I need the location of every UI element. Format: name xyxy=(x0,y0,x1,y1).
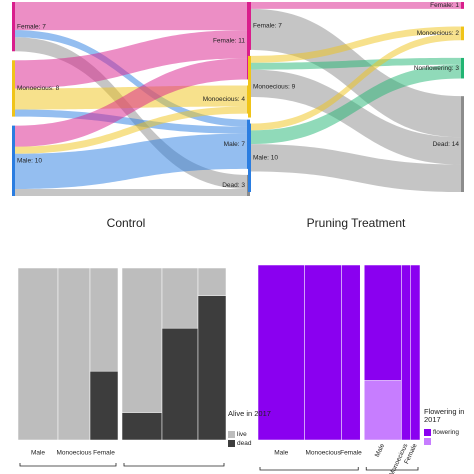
mosaic-cell xyxy=(197,267,227,296)
node-label: Monoecious: 4 xyxy=(203,96,246,103)
legend-title: Flowering in 2017 xyxy=(424,407,465,424)
legend-label: dead xyxy=(237,440,252,447)
node xyxy=(12,2,15,52)
category-label: Monoecious xyxy=(306,450,342,457)
mosaic-cell xyxy=(89,370,119,441)
legend-title: Alive in 2017 xyxy=(228,409,271,418)
mosaic-cell xyxy=(121,412,163,441)
node xyxy=(461,96,464,192)
mosaic-cell xyxy=(401,264,411,441)
group-bracket xyxy=(123,463,225,467)
flow xyxy=(15,30,247,89)
mosaic-cell xyxy=(197,295,227,441)
flow xyxy=(251,69,461,165)
flow xyxy=(15,58,247,147)
mosaic-cell xyxy=(161,327,199,441)
mosaic-cell xyxy=(17,267,59,441)
mosaic-cell xyxy=(363,380,402,441)
flow xyxy=(15,2,247,31)
node-label: Dead: 3 xyxy=(222,182,245,189)
node xyxy=(248,55,251,118)
group-bracket xyxy=(19,463,117,467)
flow xyxy=(251,26,461,63)
mosaic-cell xyxy=(57,267,91,441)
node-label: Male: 10 xyxy=(17,158,42,165)
node xyxy=(461,2,464,9)
node-label: Female: 11 xyxy=(213,37,245,44)
node-label: Female: 7 xyxy=(17,23,46,30)
node-label: Female: 1 xyxy=(430,2,459,9)
mosaic-cell xyxy=(257,264,305,441)
node-label: Monoecious: 8 xyxy=(17,85,60,92)
mosaic-cell xyxy=(89,267,119,372)
legend-swatch xyxy=(424,438,431,445)
legend-swatch xyxy=(228,440,235,447)
node xyxy=(248,2,251,50)
flow xyxy=(15,30,247,127)
node-label: Female: 7 xyxy=(253,23,282,30)
mosaic-cell xyxy=(121,267,163,413)
node-label: Male: 7 xyxy=(224,141,246,148)
mosaic-cell xyxy=(363,264,402,381)
flow xyxy=(251,144,461,192)
category-label: Female xyxy=(340,450,362,457)
node xyxy=(12,60,15,117)
category-label: Male xyxy=(374,442,386,458)
category-label: Monoecious xyxy=(56,450,92,457)
flow xyxy=(251,57,461,70)
flow xyxy=(15,106,247,154)
node-label: Male: 10 xyxy=(253,154,278,161)
node xyxy=(12,125,15,196)
category-label: Female xyxy=(93,450,115,457)
caption: Control xyxy=(107,216,146,230)
node xyxy=(248,123,251,192)
flow xyxy=(251,64,461,145)
node-label: Monoecious: 2 xyxy=(417,30,460,37)
legend-label: flowering xyxy=(433,429,459,436)
flow xyxy=(251,8,461,138)
caption: Pruning Treatment xyxy=(307,216,406,230)
mosaic-cell xyxy=(304,264,342,441)
node-label: Dead: 14 xyxy=(433,141,460,148)
node xyxy=(461,57,464,79)
mosaic-cell xyxy=(410,264,421,441)
legend-swatch xyxy=(424,429,431,436)
category-label: Male xyxy=(274,450,288,457)
flow xyxy=(15,188,247,196)
mosaic-cell xyxy=(161,267,199,329)
node xyxy=(461,26,464,41)
node-label: Monoecious: 9 xyxy=(253,83,296,90)
category-label: Male xyxy=(31,450,45,457)
flow xyxy=(15,133,247,189)
node-label: Nonflowering: 3 xyxy=(414,65,460,72)
mosaic-cell xyxy=(341,264,361,441)
group-bracket xyxy=(365,467,419,471)
legend-swatch xyxy=(228,431,235,438)
flow xyxy=(251,2,461,9)
group-bracket xyxy=(259,467,359,471)
flow xyxy=(251,33,461,131)
flow xyxy=(15,109,247,134)
legend-label: live xyxy=(237,431,247,438)
